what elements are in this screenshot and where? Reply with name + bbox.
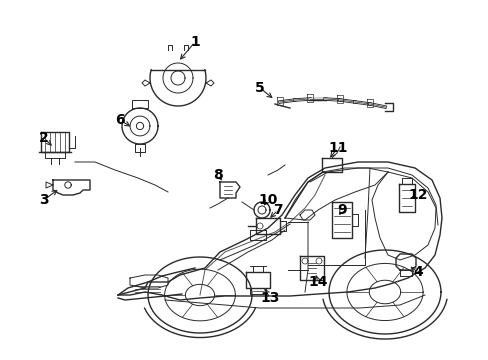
Text: 14: 14	[307, 275, 327, 289]
Text: 2: 2	[39, 131, 49, 145]
Text: 4: 4	[412, 265, 422, 279]
Text: 5: 5	[255, 81, 264, 95]
Text: 9: 9	[337, 203, 346, 217]
Text: 11: 11	[327, 141, 347, 155]
Text: 6: 6	[115, 113, 124, 127]
Text: 3: 3	[39, 193, 49, 207]
Text: 12: 12	[407, 188, 427, 202]
Text: 8: 8	[213, 168, 223, 182]
Text: 13: 13	[260, 291, 279, 305]
Text: 7: 7	[273, 203, 282, 217]
Text: 10: 10	[258, 193, 277, 207]
Text: 1: 1	[190, 35, 200, 49]
